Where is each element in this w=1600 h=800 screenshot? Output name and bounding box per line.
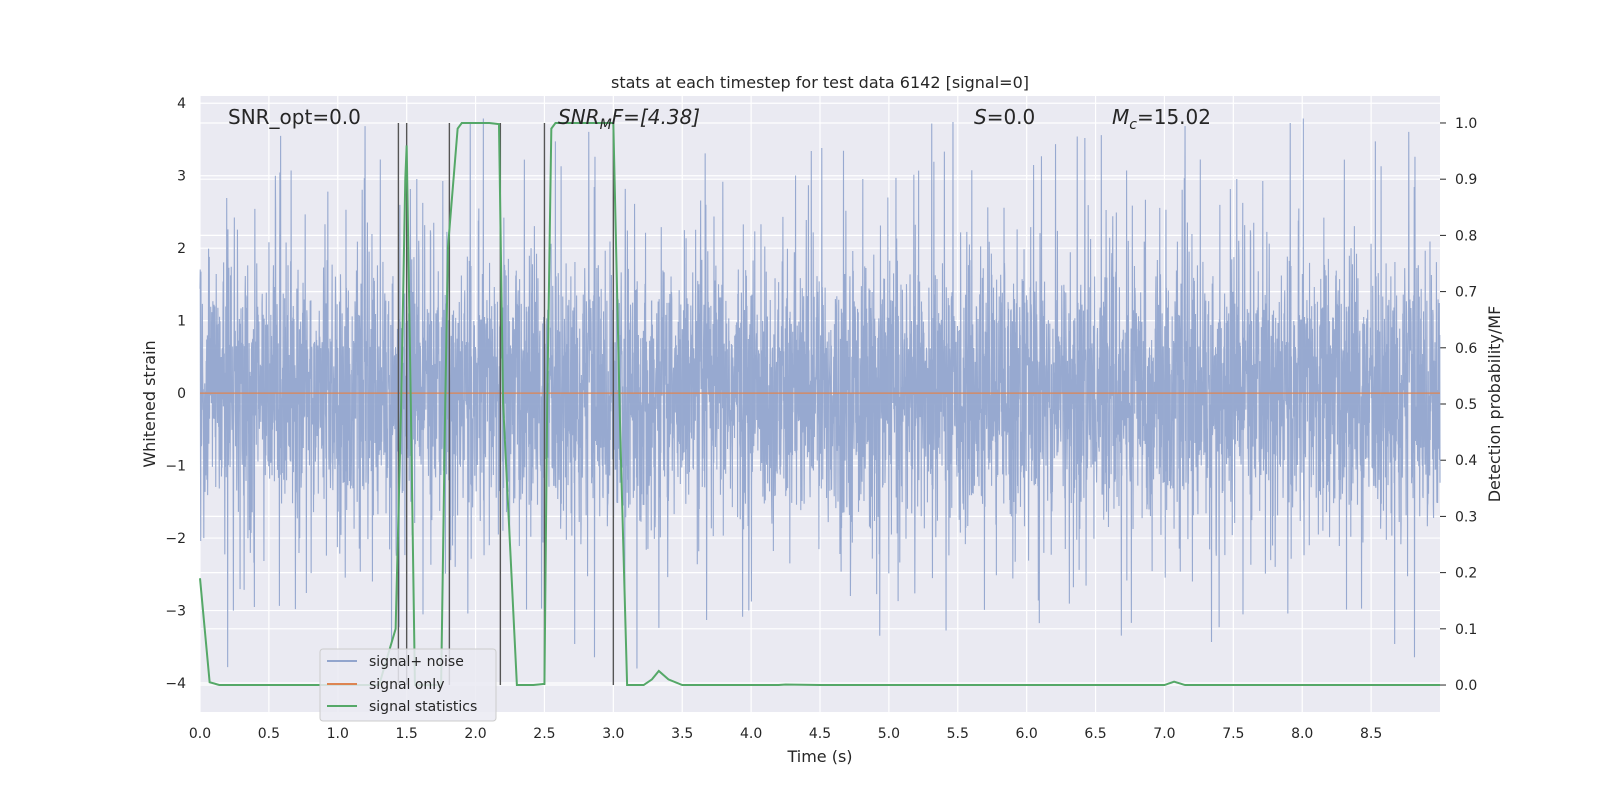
x-tick-label: 4.5 xyxy=(809,726,831,742)
y-right-tick-label: 0.9 xyxy=(1455,172,1477,188)
x-tick-label: 3.5 xyxy=(671,726,693,742)
y-right-tick-label: 0.2 xyxy=(1455,566,1477,582)
s-annotation: S=0.0 xyxy=(974,105,1035,129)
x-tick-label: 3.0 xyxy=(602,726,624,742)
y-left-tick-label: 2 xyxy=(177,241,186,257)
s-rest: =0.0 xyxy=(987,105,1036,129)
y-left-tick-label: 1 xyxy=(177,314,186,330)
mc-rest: =15.02 xyxy=(1137,105,1211,129)
snr-mf-sub: M xyxy=(600,117,612,133)
snr-mf-main: SNR xyxy=(558,105,600,129)
vertical-lines xyxy=(397,122,615,686)
x-tick-label: 1.5 xyxy=(396,726,418,742)
snr-opt-annotation: SNR_opt=0.0 xyxy=(228,105,361,129)
x-tick-label: 2.0 xyxy=(464,726,486,742)
y-left-tick-label: −3 xyxy=(165,604,186,620)
x-tick-label: 8.5 xyxy=(1360,726,1382,742)
x-tick-label: 4.0 xyxy=(740,726,762,742)
signal-statistics-series xyxy=(199,121,1440,687)
mc-sub: c xyxy=(1129,117,1137,133)
x-tick-label: 1.0 xyxy=(327,726,349,742)
y-right-tick-label: 0.1 xyxy=(1455,622,1477,638)
mc-annotation: Mc=15.02 xyxy=(1112,105,1211,133)
y-left-tick-label: −1 xyxy=(165,459,186,475)
chart-title: stats at each timestep for test data 614… xyxy=(611,73,1029,92)
x-tick-label: 5.0 xyxy=(878,726,900,742)
snr-mf-annotation: SNRMF=[4.38] xyxy=(558,105,700,133)
x-tick-label: 7.0 xyxy=(1153,726,1175,742)
legend-box xyxy=(319,648,497,722)
x-tick-label: 7.5 xyxy=(1222,726,1244,742)
y-right-axis-ticks: 1.0 0.9 0.8 0.7 0.6 0.5 0.4 0.3 0.2 0.1 0.0 xyxy=(1455,116,1477,694)
y-left-tick-label: −2 xyxy=(165,531,186,547)
legend-label-signal: signal only xyxy=(369,677,444,693)
legend-label-noise: signal+ noise xyxy=(369,654,464,670)
y-left-tick-label: −4 xyxy=(165,676,186,692)
x-axis-ticks: 0.0 0.5 1.0 1.5 2.0 2.5 3.0 3.5 4.0 4.5 5.0 5.5 6.0 6… xyxy=(189,726,1382,742)
legend-label-stats: signal statistics xyxy=(369,699,477,715)
x-tick-label: 0.0 xyxy=(189,726,211,742)
y-right-tick-label: 0.7 xyxy=(1455,285,1477,301)
x-tick-label: 5.5 xyxy=(947,726,969,742)
s-main: S xyxy=(974,105,987,129)
x-tick-label: 0.5 xyxy=(258,726,280,742)
x-tick-label: 6.0 xyxy=(1016,726,1038,742)
y-left-tick-label: 3 xyxy=(177,169,186,185)
y-right-tick-label: 0.8 xyxy=(1455,228,1477,244)
x-tick-label: 8.0 xyxy=(1291,726,1313,742)
y-right-tick-label: 0.3 xyxy=(1455,509,1477,525)
x-tick-label: 2.5 xyxy=(533,726,555,742)
snr-mf-rest: F=[4.38] xyxy=(612,105,700,129)
y-left-tick-label: 4 xyxy=(177,96,186,112)
y-left-axis-ticks: 4 3 2 1 0 −1 −2 −3 −4 xyxy=(165,96,186,692)
y-right-tick-label: 1.0 xyxy=(1455,116,1477,132)
y-right-tick-label: 0.4 xyxy=(1455,453,1477,469)
y-left-axis-label: Whitened strain xyxy=(140,340,159,467)
y-right-tick-label: 0.0 xyxy=(1455,678,1477,694)
y-left-tick-label: 0 xyxy=(177,386,186,402)
legend: signal+ noise signal only signal statist… xyxy=(319,648,497,722)
signal-statistics-line xyxy=(199,121,1440,687)
mc-main: M xyxy=(1112,105,1129,129)
y-right-tick-label: 0.5 xyxy=(1455,397,1477,413)
y-right-axis-label: Detection probability/MF xyxy=(1485,306,1504,503)
x-axis-label: Time (s) xyxy=(786,747,852,766)
x-tick-label: 6.5 xyxy=(1084,726,1106,742)
y-right-tick-label: 0.6 xyxy=(1455,341,1477,357)
